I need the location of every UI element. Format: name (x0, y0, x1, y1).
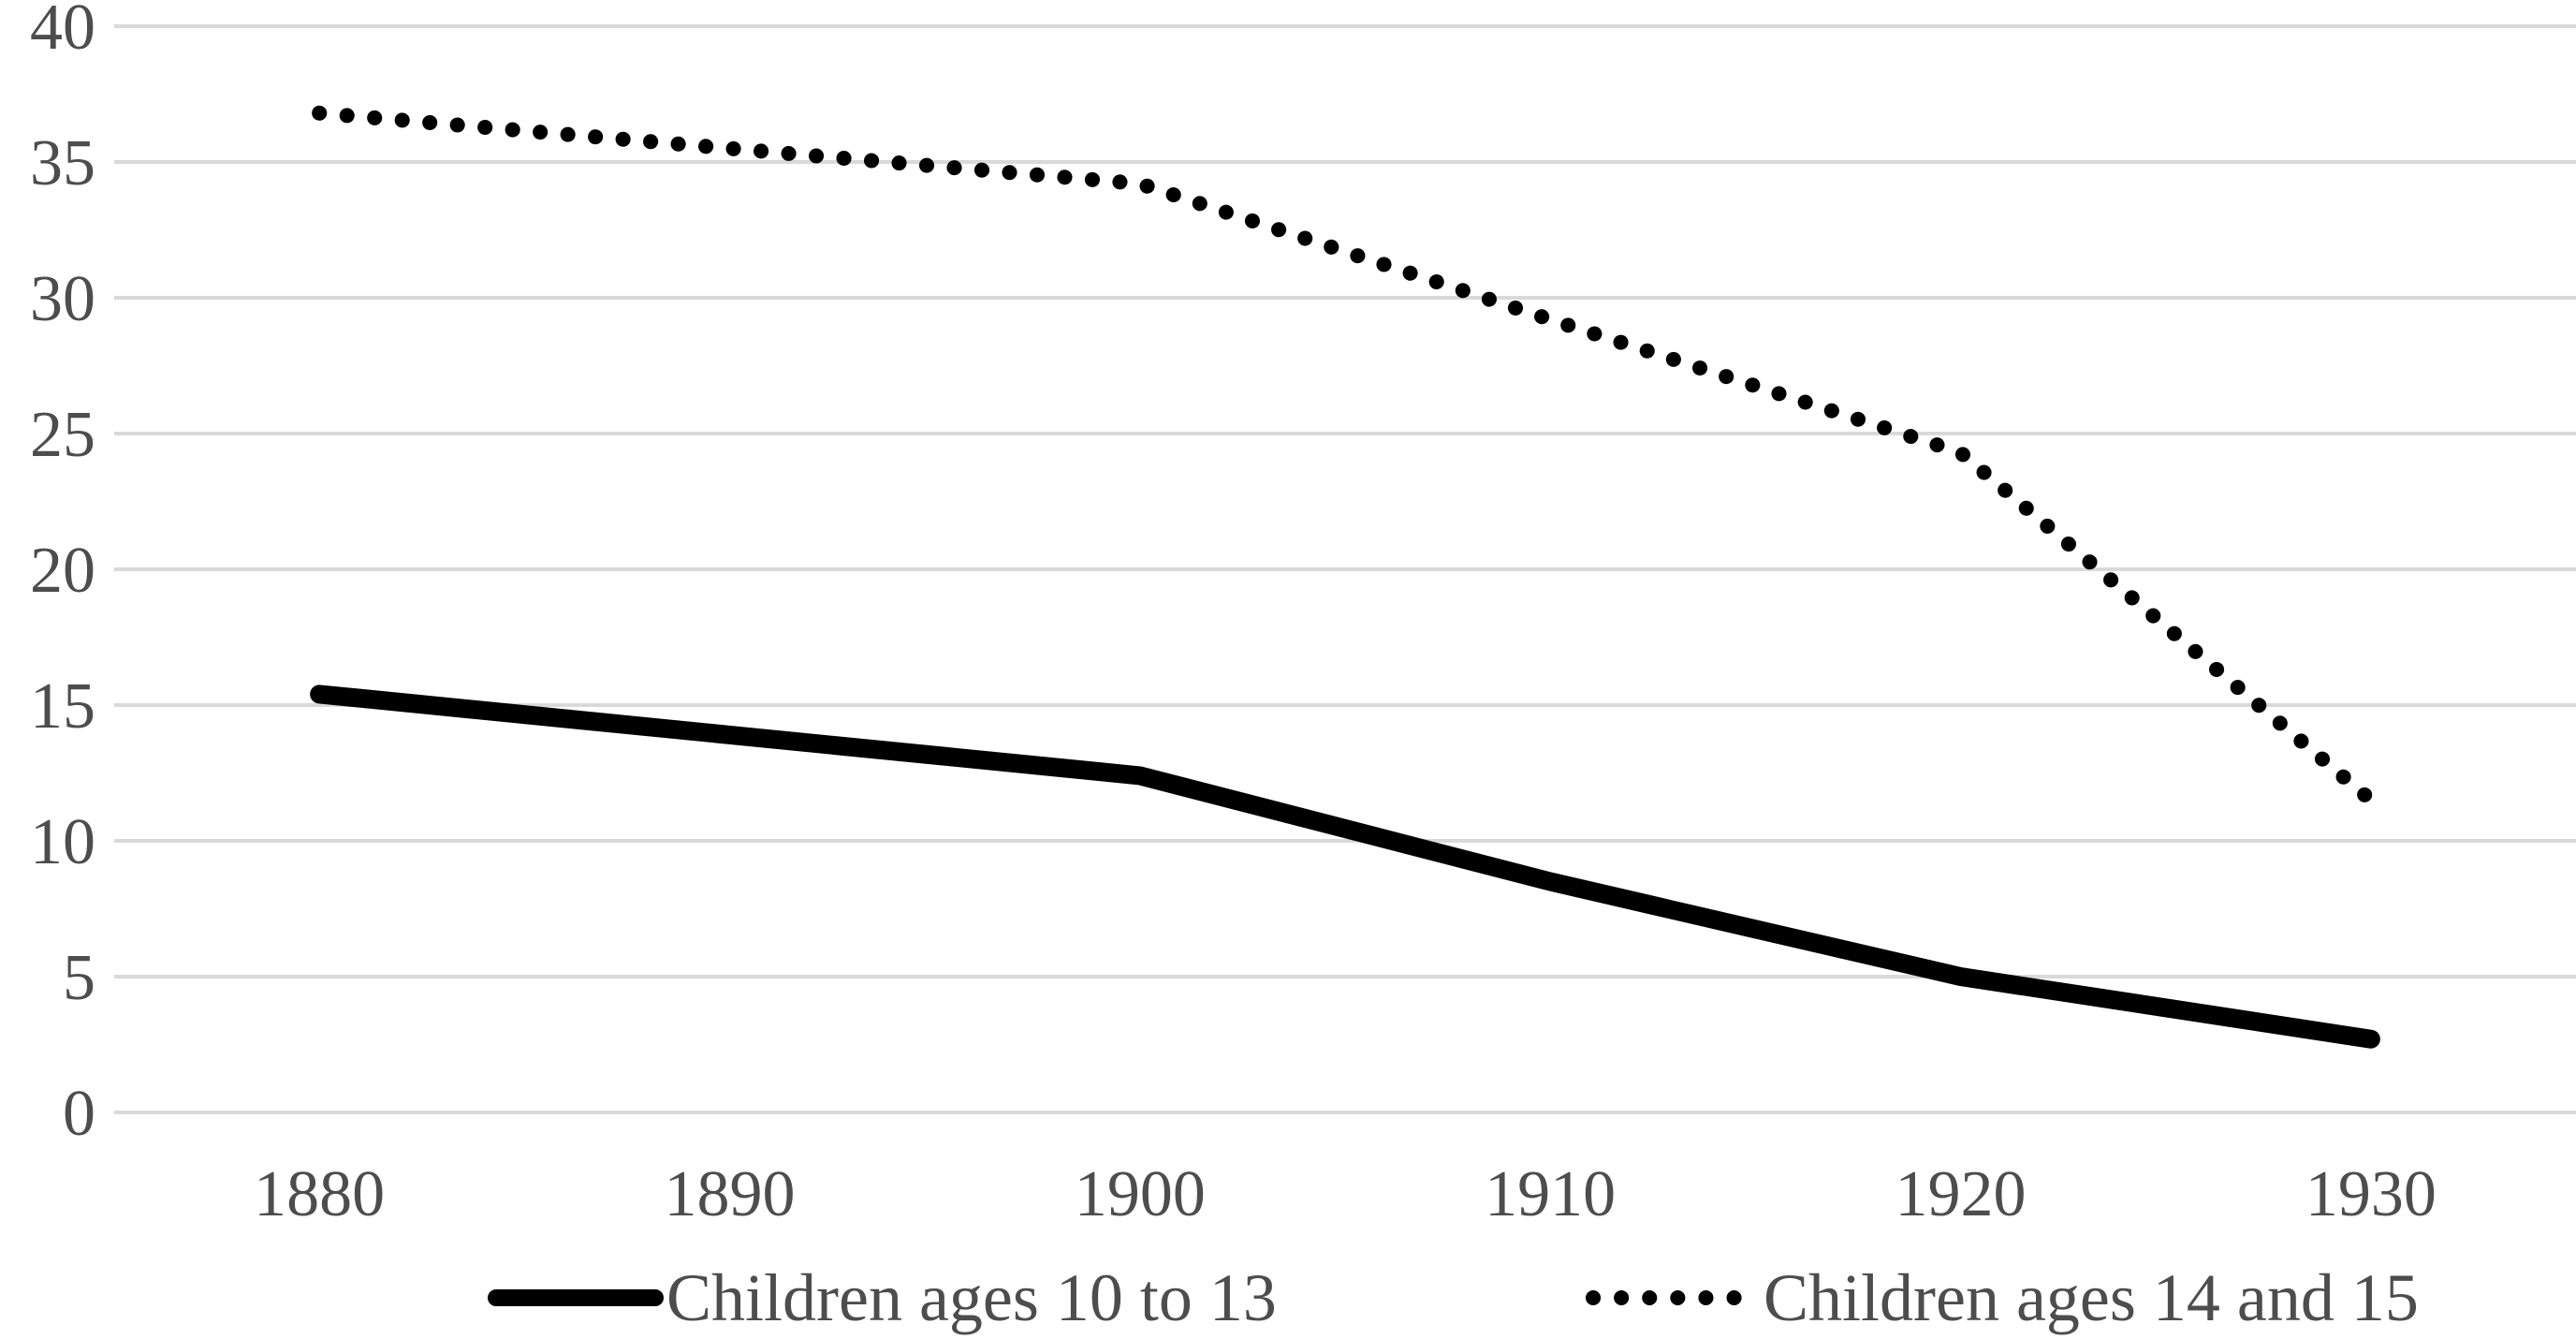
y-axis-tick-label: 20 (30, 535, 95, 607)
series-line-children-10-13 (310, 684, 2380, 1049)
x-axis-tick-label: 1880 (254, 1158, 385, 1230)
y-axis-tick-label: 25 (30, 399, 95, 471)
y-axis-tick-label: 30 (30, 263, 95, 335)
legend-label: Children ages 10 to 13 (666, 1260, 1277, 1335)
y-axis-tick-label: 40 (30, 0, 95, 64)
x-axis-tick-label: 1900 (1075, 1158, 1206, 1230)
y-axis-tick-label: 10 (30, 806, 95, 878)
series-line-children-14-15 (312, 105, 2378, 808)
y-axis-tick-label: 0 (63, 1078, 95, 1150)
legend-label: Children ages 14 and 15 (1764, 1260, 2419, 1335)
x-axis-tick-label: 1910 (1485, 1158, 1616, 1230)
y-axis-tick-label: 5 (63, 942, 95, 1014)
x-axis-tick-label: 1930 (2305, 1158, 2437, 1230)
x-axis-tick-label: 1920 (1895, 1158, 2027, 1230)
y-axis-tick-label: 15 (30, 670, 95, 743)
y-axis-tick-label: 35 (30, 127, 95, 199)
x-axis-tick-label: 1890 (665, 1158, 796, 1230)
